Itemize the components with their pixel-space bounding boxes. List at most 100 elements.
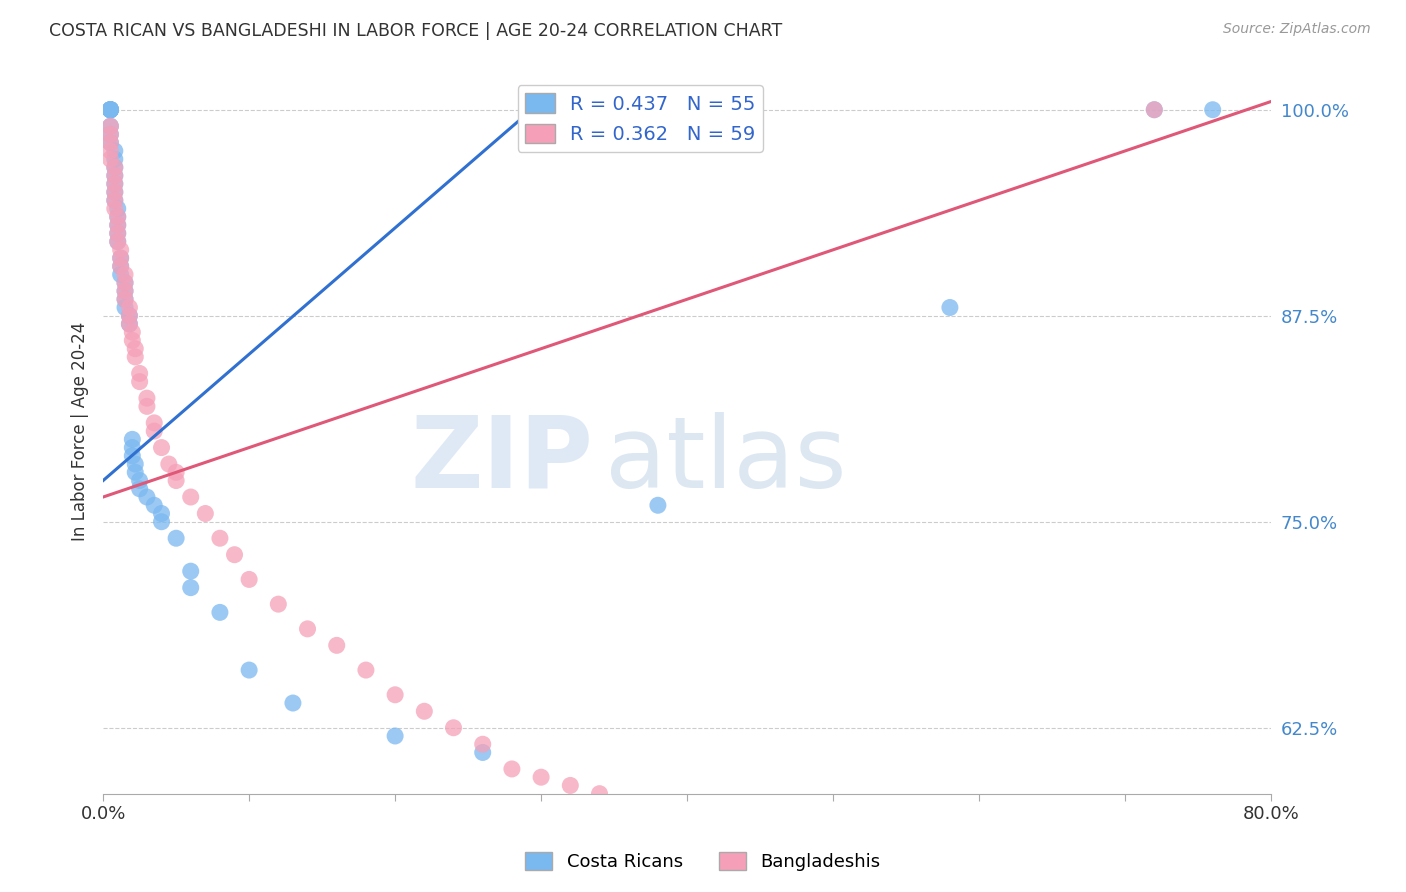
Point	[121, 325, 143, 339]
Point	[100, 152, 122, 166]
Point	[1143, 103, 1166, 117]
Point	[114, 292, 136, 306]
Point	[136, 391, 159, 405]
Point	[104, 185, 127, 199]
Point	[100, 103, 122, 117]
Point	[107, 218, 129, 232]
Point	[118, 309, 141, 323]
Point	[104, 169, 127, 183]
Point	[180, 490, 202, 504]
Point	[107, 227, 129, 241]
Point	[325, 638, 347, 652]
Point	[501, 762, 523, 776]
Point	[208, 606, 231, 620]
Point	[104, 185, 127, 199]
Point	[118, 301, 141, 315]
Text: COSTA RICAN VS BANGLADESHI IN LABOR FORCE | AGE 20-24 CORRELATION CHART: COSTA RICAN VS BANGLADESHI IN LABOR FORC…	[49, 22, 783, 40]
Point	[194, 507, 217, 521]
Point	[1376, 317, 1399, 331]
Point	[107, 210, 129, 224]
Point	[100, 103, 122, 117]
Point	[110, 251, 132, 265]
Point	[104, 177, 127, 191]
Point	[267, 597, 290, 611]
Point	[124, 465, 146, 479]
Point	[121, 441, 143, 455]
Point	[100, 103, 122, 117]
Point	[165, 531, 187, 545]
Point	[104, 194, 127, 208]
Point	[238, 663, 260, 677]
Point	[180, 581, 202, 595]
Point	[150, 441, 173, 455]
Point	[124, 457, 146, 471]
Point	[281, 696, 304, 710]
Point	[647, 498, 669, 512]
Point	[104, 161, 127, 175]
Point	[297, 622, 319, 636]
Point	[114, 301, 136, 315]
Point	[110, 260, 132, 274]
Point	[136, 400, 159, 414]
Point	[224, 548, 246, 562]
Point	[939, 301, 962, 315]
Point	[150, 515, 173, 529]
Point	[104, 161, 127, 175]
Point	[560, 779, 582, 793]
Point	[114, 276, 136, 290]
Point	[530, 770, 553, 784]
Point	[100, 103, 122, 117]
Point	[118, 317, 141, 331]
Point	[100, 119, 122, 133]
Point	[107, 210, 129, 224]
Point	[150, 507, 173, 521]
Point	[114, 284, 136, 298]
Point	[128, 375, 150, 389]
Point	[121, 449, 143, 463]
Point	[114, 292, 136, 306]
Point	[114, 268, 136, 282]
Point	[110, 251, 132, 265]
Point	[114, 276, 136, 290]
Point	[100, 119, 122, 133]
Point	[471, 737, 494, 751]
Point	[384, 729, 406, 743]
Point	[100, 128, 122, 142]
Y-axis label: In Labor Force | Age 20-24: In Labor Force | Age 20-24	[72, 321, 89, 541]
Point	[143, 498, 166, 512]
Text: Source: ZipAtlas.com: Source: ZipAtlas.com	[1223, 22, 1371, 37]
Point	[180, 564, 202, 578]
Point	[100, 103, 122, 117]
Point	[107, 202, 129, 216]
Legend: Costa Ricans, Bangladeshis: Costa Ricans, Bangladeshis	[517, 845, 889, 879]
Point	[107, 227, 129, 241]
Point	[104, 152, 127, 166]
Point	[128, 482, 150, 496]
Point	[208, 531, 231, 545]
Point	[165, 474, 187, 488]
Point	[165, 465, 187, 479]
Point	[136, 490, 159, 504]
Point	[100, 136, 122, 150]
Point	[114, 284, 136, 298]
Point	[104, 177, 127, 191]
Point	[128, 474, 150, 488]
Point	[100, 103, 122, 117]
Text: ZIP: ZIP	[411, 411, 593, 508]
Point	[110, 268, 132, 282]
Legend: R = 0.437   N = 55, R = 0.362   N = 59: R = 0.437 N = 55, R = 0.362 N = 59	[517, 86, 763, 152]
Point	[100, 103, 122, 117]
Point	[104, 169, 127, 183]
Point	[118, 317, 141, 331]
Text: atlas: atlas	[606, 411, 846, 508]
Point	[104, 194, 127, 208]
Point	[107, 218, 129, 232]
Point	[471, 746, 494, 760]
Point	[588, 787, 610, 801]
Point	[354, 663, 377, 677]
Point	[100, 136, 122, 150]
Point	[104, 202, 127, 216]
Point	[1143, 103, 1166, 117]
Point	[107, 235, 129, 249]
Point	[110, 243, 132, 257]
